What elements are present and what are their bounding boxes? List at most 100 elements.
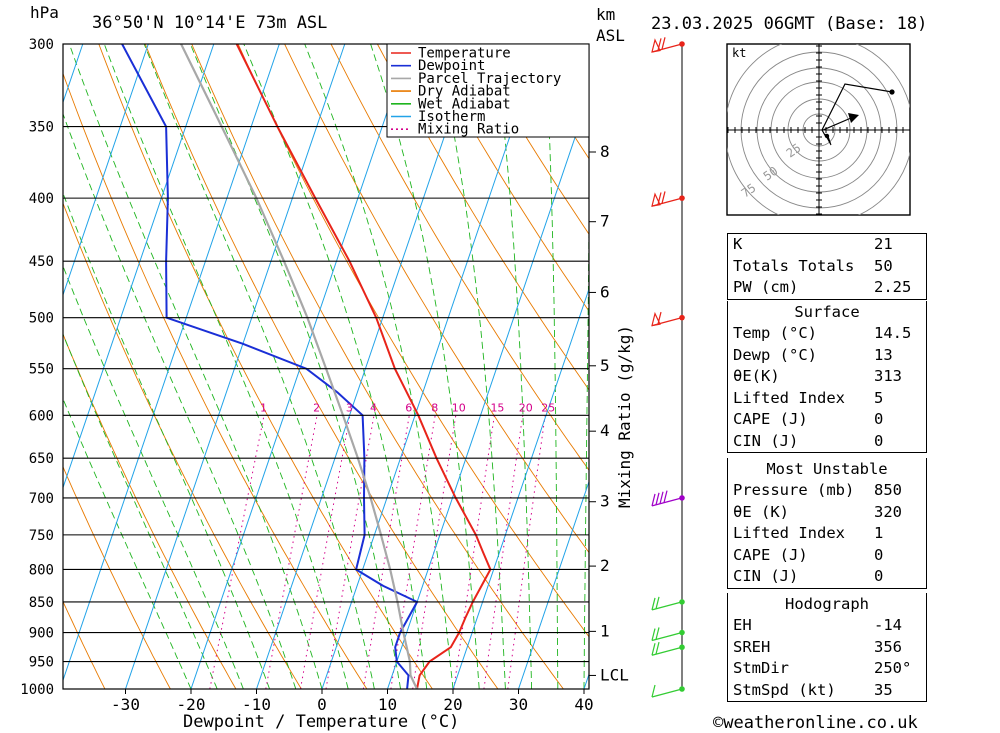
stmspd-label: StmSpd (kt) — [733, 680, 836, 699]
surface-title: Surface — [794, 303, 860, 321]
legend-entry: Dewpoint — [418, 58, 485, 74]
mixing-ratio-axis-title: Mixing Ratio (g/kg) — [615, 325, 634, 508]
parcel-trajectory-line — [180, 44, 418, 689]
isotherm-line — [0, 44, 17, 689]
wind-barb — [651, 641, 683, 656]
dry-adiabat-line — [63, 72, 368, 689]
mu-cin-label: CIN (J) — [733, 567, 799, 585]
surface-li-value: 5 — [874, 388, 884, 407]
wind-barb-feather — [655, 627, 660, 640]
pressure-tick-label: 800 — [29, 562, 54, 578]
km-label: km — [596, 5, 615, 24]
wind-barb — [651, 37, 683, 53]
wet-adiabat-line — [103, 44, 349, 689]
surface-dewp-label: Dewp (°C) — [733, 345, 817, 364]
mixing-ratio-line — [453, 415, 495, 689]
legend-entry: Temperature — [418, 46, 511, 62]
hodograph-table-title: Hodograph — [785, 595, 869, 613]
wind-barb — [651, 311, 683, 327]
surface-cin-value: 0 — [874, 431, 884, 450]
plot-frame — [62, 43, 590, 690]
pressure-tick-label: 950 — [29, 655, 54, 671]
km-tick-label: 5 — [600, 356, 610, 375]
mu-pressure-value: 850 — [874, 481, 902, 499]
mixing-ratio-label: 8 — [431, 401, 438, 414]
datetime-title: 23.03.2025 06GMT (Base: 18) — [651, 14, 927, 34]
mixing-ratio-label: 6 — [405, 401, 412, 414]
dry-adiabat-line — [469, 44, 589, 236]
wind-barb-feather — [657, 311, 662, 325]
mu-cape-value: 0 — [874, 545, 884, 564]
wind-barb-flag — [651, 192, 661, 207]
dry-adiabat-line — [376, 44, 589, 391]
pressure-tick-label: 500 — [29, 311, 54, 327]
mixing-ratio-label: 1 — [260, 401, 267, 414]
pressure-tick-label: 300 — [29, 37, 54, 53]
mixing-ratio-label: 25 — [541, 401, 555, 414]
location-title: 36°50'N 10°14'E 73m ASL — [92, 13, 327, 33]
wet-adiabat-line — [583, 167, 589, 689]
km-tick-label: 6 — [600, 282, 610, 301]
pressure-tick-label: 700 — [29, 491, 54, 507]
surface-temp-value: 14.5 — [874, 324, 912, 342]
dry-adiabat-line — [63, 465, 171, 689]
surface-dewp-value: 13 — [874, 345, 893, 364]
wind-barb-shaft — [651, 631, 683, 642]
wind-barb-feather — [651, 643, 656, 656]
pressure-tick-label: 750 — [29, 528, 54, 544]
hodograph-plot — [727, 44, 910, 215]
surface-theta-label: θE(K) — [733, 367, 780, 385]
surface-cape-value: 0 — [874, 410, 884, 428]
most-unstable-table: Most Unstable Pressure (mb) 850 θE (K) 320… — [727, 458, 927, 589]
mixing-ratio-line — [390, 415, 436, 689]
hodograph-ring-label: 25 — [784, 141, 804, 161]
km-tick-label: 8 — [600, 142, 610, 161]
wet-adiabat-line — [63, 397, 192, 689]
mixing-ratio-line — [209, 415, 265, 689]
wind-barb-feather — [661, 191, 666, 204]
mu-cin-value: 0 — [874, 567, 884, 585]
km-tick-label: 1 — [600, 621, 610, 640]
mu-theta-label: θE (K) — [733, 502, 789, 521]
hodograph-trace — [821, 83, 893, 138]
dry-adiabat-line — [63, 333, 237, 689]
wind-barb-feather — [655, 641, 660, 655]
wet-adiabat-line — [304, 44, 454, 689]
surface-cape-label: CAPE (J) — [733, 410, 808, 428]
eh-value: -14 — [874, 616, 902, 634]
surface-li-label: Lifted Index — [733, 388, 845, 407]
x-tick-label: 30 — [509, 695, 528, 714]
wet-adiabat-line — [63, 333, 218, 689]
pressure-tick-label: 450 — [29, 254, 54, 270]
hodograph-ring-label: 75 — [739, 181, 759, 201]
mixing-ratio-label: 10 — [452, 401, 466, 414]
x-tick-label: -10 — [242, 695, 271, 714]
wet-adiabat-line — [63, 192, 271, 689]
isotherm-line — [63, 44, 149, 297]
wind-barb-flag — [651, 311, 661, 327]
mixing-ratio-label: 3 — [346, 401, 353, 414]
km-tick-label: 2 — [600, 556, 610, 575]
km-tick-label: 7 — [600, 212, 610, 231]
mixing-ratio-label: 20 — [519, 401, 533, 414]
wet-adiabat-line — [63, 265, 244, 689]
x-tick-label: 0 — [317, 695, 327, 714]
wind-barb — [651, 191, 683, 207]
legend — [386, 43, 590, 138]
wet-adiabat-line — [243, 44, 428, 689]
wet-adiabat-line — [189, 44, 402, 689]
legend-entry: Wet Adiabat — [418, 96, 511, 112]
most-unstable-title: Most Unstable — [766, 460, 888, 478]
pressure-tick-label: 850 — [29, 595, 54, 611]
pw-value: 2.25 — [874, 278, 912, 296]
wind-barb — [651, 684, 683, 698]
x-tick-label: -30 — [111, 695, 140, 714]
isotherm-line — [452, 287, 589, 689]
mixing-ratio-label: 2 — [313, 401, 320, 414]
mu-li-label: Lifted Index — [733, 524, 845, 542]
wind-barb-feather — [651, 684, 656, 698]
wet-adiabat-line — [63, 112, 297, 689]
x-tick-label: 20 — [443, 695, 462, 714]
wet-adiabat-line — [435, 44, 506, 689]
